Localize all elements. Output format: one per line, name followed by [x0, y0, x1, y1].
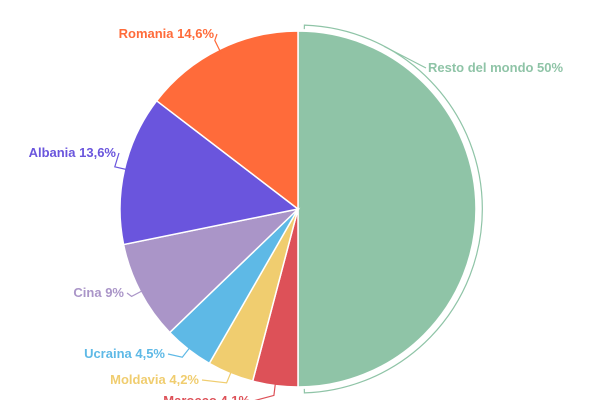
label-cina: Cina 9% — [73, 285, 124, 300]
label-moldavia: Moldavia 4,2% — [110, 372, 199, 387]
leader-line-ucraina — [167, 345, 192, 358]
label-ucraina: Ucraina 4,5% — [84, 346, 165, 361]
leader-line-albania — [114, 152, 129, 171]
label-resto-del-mondo: Resto del mondo 50% — [428, 60, 564, 75]
leader-line-resto-del-mondo — [384, 45, 427, 69]
leader-line-cina — [126, 289, 145, 298]
label-albania: Albania 13,6% — [29, 145, 117, 160]
leader-bracket-resto-del-mondo — [303, 24, 483, 394]
leader-line-moldavia — [201, 369, 233, 384]
leader-line-marocco — [254, 381, 277, 400]
pie-slice-resto-del-mondo — [297, 30, 477, 388]
leader-line-romania — [214, 33, 222, 54]
label-romania: Romania 14,6% — [119, 26, 215, 41]
label-marocco: Marocco 4,1% — [163, 393, 250, 400]
